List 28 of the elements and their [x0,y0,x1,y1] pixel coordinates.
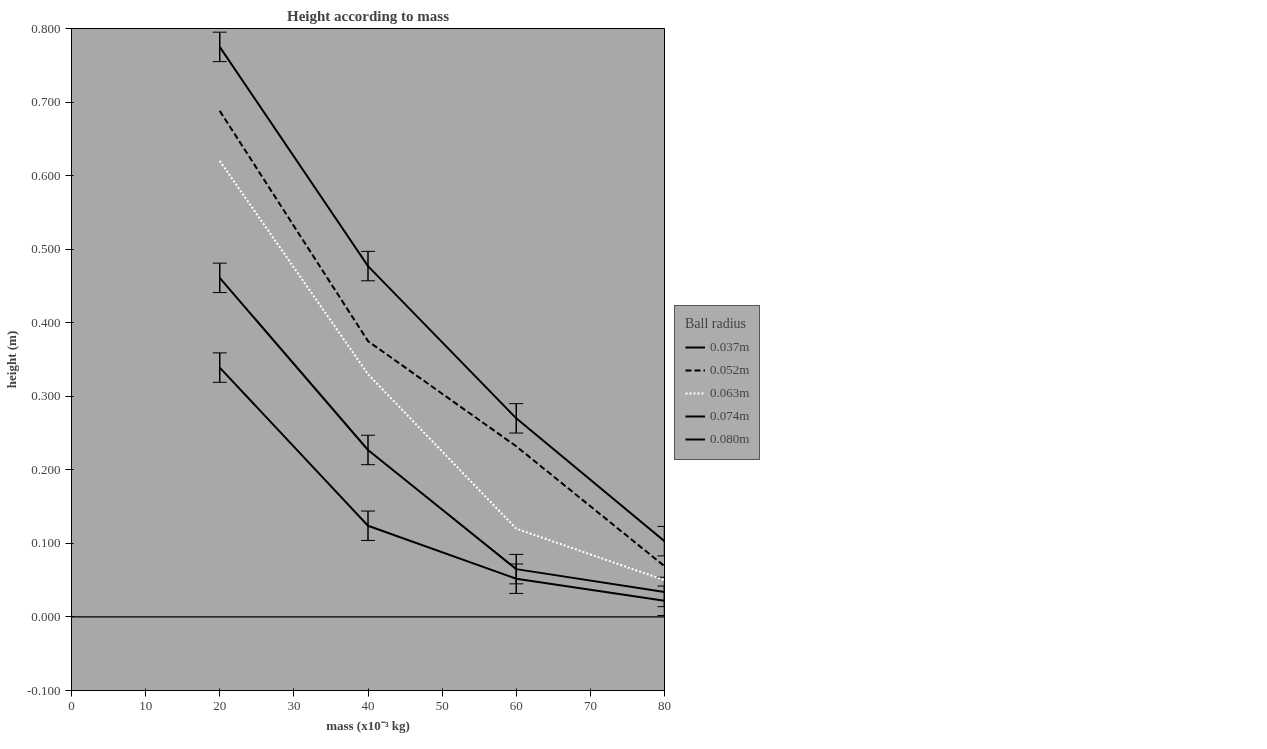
y-tick-label: 0.400 [31,314,61,330]
y-tick-label: 0.500 [31,241,61,257]
y-axis-title: height (m) [3,330,19,389]
chart-title: Height according to mass [286,7,450,24]
legend-label: 0.080m [710,431,750,447]
y-tick-label: 0.000 [31,608,61,624]
legend-label: 0.052m [710,362,750,378]
y-tick-label: 0.800 [31,20,61,36]
y-tick-label: -0.100 [26,682,61,698]
x-tick-label: 0 [68,697,75,713]
x-tick-label: 70 [583,697,597,713]
y-tick-label: 0.300 [31,388,61,404]
y-tick-label: 0.200 [31,461,61,477]
y-tick-label: 0.100 [31,535,61,551]
x-tick-label: 10 [139,697,153,713]
x-tick-label: 40 [361,697,375,713]
y-tick-label: 0.700 [31,94,61,110]
legend-label: 0.074m [710,408,750,424]
x-tick-label: 30 [287,697,301,713]
x-tick-label: 60 [509,697,523,713]
legend-label: 0.063m [710,385,750,401]
legend-label: 0.037m [710,339,750,355]
x-tick-label: 20 [213,697,227,713]
x-tick-label: 50 [435,697,449,713]
x-tick-label: 80 [658,697,671,713]
y-tick-label: 0.600 [31,167,61,183]
x-axis-title: mass (x10⁻³ kg) [326,717,410,733]
legend-title: Ball radius [685,316,748,332]
